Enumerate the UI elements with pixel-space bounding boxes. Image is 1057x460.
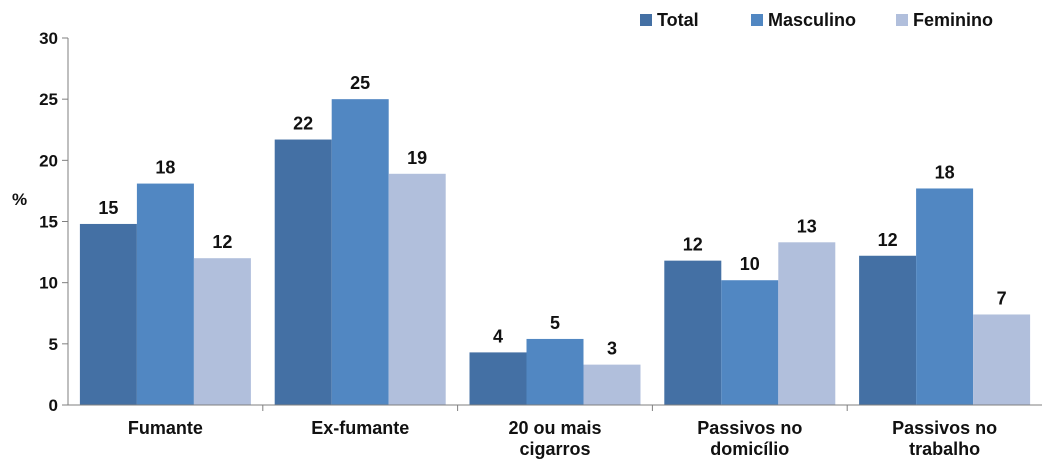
y-tick-label: 15 <box>39 213 58 232</box>
bar-masculino <box>331 99 389 406</box>
data-label: 25 <box>350 73 370 93</box>
legend-swatch-total <box>640 14 652 26</box>
bar-feminino <box>778 242 836 405</box>
data-label: 4 <box>493 326 503 346</box>
data-label: 12 <box>212 232 232 252</box>
y-tick-label: 30 <box>39 29 58 48</box>
data-label: 5 <box>550 313 560 333</box>
x-category-label: Passivos no domicílio <box>697 418 802 459</box>
data-label: 12 <box>683 235 703 255</box>
data-label: 12 <box>878 230 898 250</box>
bar-masculino <box>721 280 779 405</box>
y-tick-label: 5 <box>49 335 58 354</box>
x-category-label-line: 20 ou mais <box>508 418 601 438</box>
x-category-label-line: Ex-fumante <box>311 418 409 438</box>
bar-feminino <box>973 314 1031 405</box>
bar-feminino <box>388 173 446 405</box>
legend-swatch-feminino <box>896 14 908 26</box>
legend-label-total: Total <box>657 10 699 30</box>
legend-swatch-masculino <box>751 14 763 26</box>
y-axis: 0 5 10 15 20 25 30 <box>39 29 69 415</box>
bar-total <box>664 260 722 405</box>
data-label: 13 <box>797 216 817 236</box>
y-axis-label: % <box>12 190 27 209</box>
data-label: 3 <box>607 339 617 359</box>
bar-feminino <box>583 364 641 405</box>
data-label: 18 <box>155 158 175 178</box>
legend-label-feminino: Feminino <box>913 10 993 30</box>
data-label: 7 <box>997 288 1007 308</box>
data-label: 15 <box>98 198 118 218</box>
x-category-label-line: trabalho <box>909 439 980 459</box>
bar-total <box>469 352 527 405</box>
x-category-label: Fumante <box>128 418 203 438</box>
bar-total <box>79 223 137 405</box>
data-label: 22 <box>293 114 313 134</box>
bars: 15 18 12 22 25 19 4 5 3 12 10 13 12 18 7 <box>79 73 1031 406</box>
x-axis: Fumante Ex-fumante 20 ou mais cigarros Passi… <box>68 404 1042 459</box>
y-tick-label: 20 <box>39 151 58 170</box>
bar-total <box>859 255 917 405</box>
x-category-label-line: Fumante <box>128 418 203 438</box>
data-label: 10 <box>740 254 760 274</box>
y-tick-label: 0 <box>49 396 58 415</box>
legend: Total Masculino Feminino <box>640 10 993 30</box>
y-tick-label: 25 <box>39 90 58 109</box>
x-category-label-line: Passivos no <box>697 418 802 438</box>
y-tick-label: 10 <box>39 274 58 293</box>
x-category-label: Ex-fumante <box>311 418 409 438</box>
x-category-label-line: Passivos no <box>892 418 997 438</box>
bar-feminino <box>193 258 251 405</box>
data-label: 18 <box>935 162 955 182</box>
legend-label-masculino: Masculino <box>768 10 856 30</box>
bar-masculino <box>916 188 974 405</box>
x-category-label-line: domicílio <box>710 439 789 459</box>
bar-total <box>274 139 332 405</box>
bar-masculino <box>136 183 194 405</box>
x-category-label: 20 ou mais cigarros <box>508 418 601 459</box>
x-category-label: Passivos no trabalho <box>892 418 997 459</box>
x-category-label-line: cigarros <box>519 439 590 459</box>
bar-masculino <box>526 338 584 405</box>
data-label: 19 <box>407 148 427 168</box>
